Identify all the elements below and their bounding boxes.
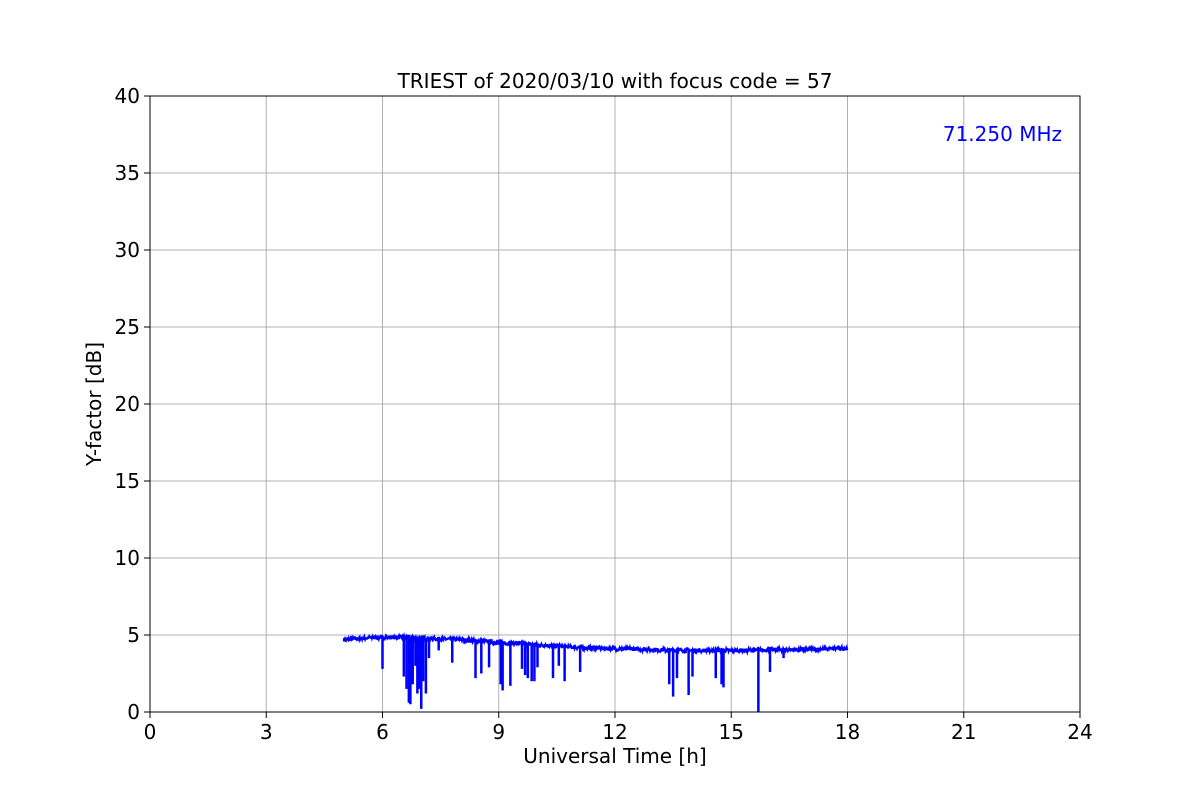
y-tick-label: 40 (115, 84, 140, 108)
x-tick-label: 3 (260, 720, 273, 744)
y-tick-label: 15 (115, 469, 140, 493)
y-tick-label: 30 (115, 238, 140, 262)
x-axis-label: Universal Time [h] (523, 744, 706, 768)
grid (149, 95, 1081, 713)
x-tick-label: 12 (602, 720, 627, 744)
y-axis-label: Y-factor [dB] (82, 342, 106, 467)
y-tick-label: 35 (115, 161, 140, 185)
y-tick-label: 5 (127, 623, 140, 647)
x-tick-label: 24 (1067, 720, 1092, 744)
series-baseline (342, 631, 849, 656)
y-tick-label: 10 (115, 546, 140, 570)
frequency-annotation: 71.250 MHz (943, 122, 1062, 146)
x-tick-label: 0 (144, 720, 157, 744)
y-tick-label: 25 (115, 315, 140, 339)
chart-title: TRIEST of 2020/03/10 with focus code = 5… (397, 69, 833, 93)
x-tick-label: 9 (492, 720, 505, 744)
x-tick-label: 6 (376, 720, 389, 744)
series-line (342, 631, 849, 712)
x-tick-label: 18 (835, 720, 860, 744)
y-axis: 0 5 10 15 20 25 30 35 40 (115, 84, 150, 724)
y-tick-label: 0 (127, 700, 140, 724)
y-tick-label: 20 (115, 392, 140, 416)
x-axis: 0 3 6 9 12 15 18 21 24 (144, 712, 1093, 744)
x-tick-label: 15 (719, 720, 744, 744)
x-tick-label: 21 (951, 720, 976, 744)
